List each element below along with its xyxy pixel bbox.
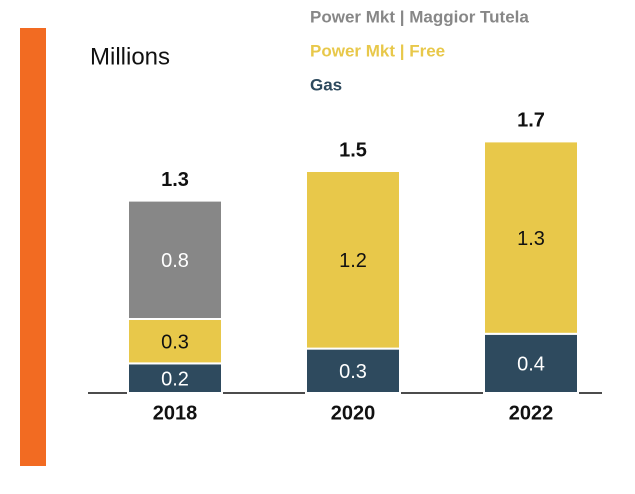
- x-tick-label: 2022: [509, 402, 554, 424]
- accent-bar: [20, 28, 46, 466]
- x-tick-label: 2020: [331, 402, 376, 424]
- total-label: 1.5: [339, 139, 367, 161]
- bar-segment: [127, 318, 223, 365]
- bar-segment: [127, 362, 223, 394]
- segment-label: 1.3: [517, 228, 545, 250]
- bar-segment: [127, 199, 223, 321]
- legend-entry: Power Mkt | Maggior Tutela: [310, 7, 529, 26]
- segment-label: 0.2: [161, 368, 189, 390]
- segment-label: 0.8: [161, 250, 189, 272]
- segment-label: 0.3: [339, 361, 367, 383]
- x-tick-label: 2018: [153, 402, 198, 424]
- segment-label: 0.3: [161, 331, 189, 353]
- total-label: 1.3: [161, 169, 189, 191]
- legend-entry: Power Mkt | Free: [310, 41, 445, 60]
- bar-segment: [305, 347, 401, 395]
- segment-label: 0.4: [517, 354, 545, 376]
- bar-segment: [483, 140, 579, 335]
- total-label: 1.7: [517, 110, 545, 132]
- unit-label: Millions: [90, 43, 170, 70]
- segment-label: 1.2: [339, 250, 367, 272]
- bar-segment: [305, 170, 401, 350]
- legend-entry: Gas: [310, 75, 342, 94]
- bar-segment: [483, 332, 579, 394]
